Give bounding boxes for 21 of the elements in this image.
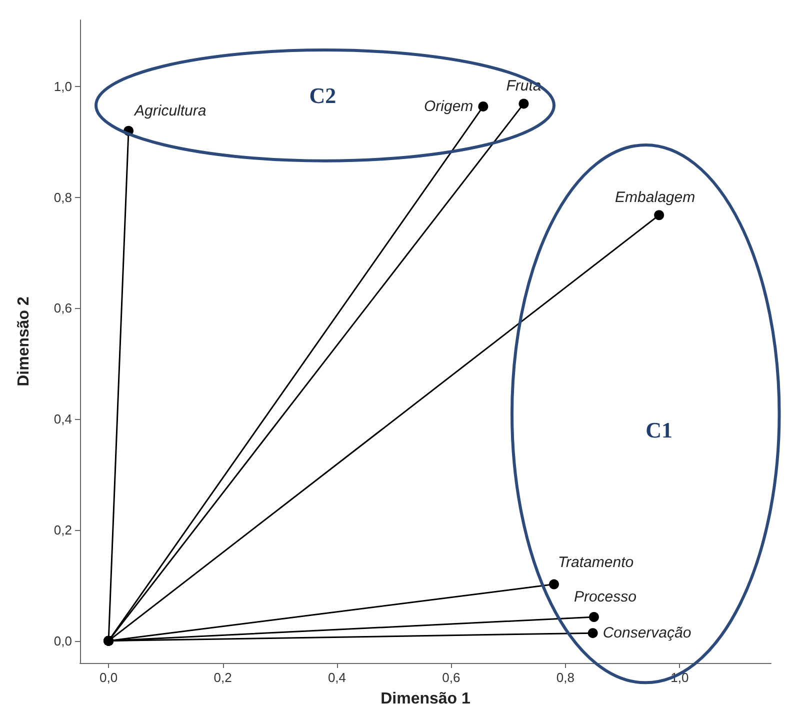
- x-tick-label: 0,6: [442, 670, 460, 685]
- series-label: Origem: [424, 98, 474, 115]
- y-tick-label: 0,8: [54, 190, 72, 205]
- y-tick-label: 0,6: [54, 300, 72, 316]
- x-tick-label: 0,0: [100, 670, 118, 685]
- y-tick-label: 1,0: [54, 79, 72, 94]
- x-tick-label: 0,4: [328, 670, 346, 685]
- y-tick-label: 0,0: [54, 633, 72, 648]
- y-tick-label: 0,4: [54, 412, 72, 427]
- series-label: Embalagem: [615, 189, 696, 206]
- series-label: Processo: [574, 588, 636, 606]
- annotation: C2: [309, 82, 336, 108]
- series-label: Conservação: [602, 624, 692, 642]
- x-tick-label: 0,2: [214, 670, 232, 685]
- x-axis-title: Dimensão 1: [380, 690, 471, 708]
- annotation: C1: [646, 418, 673, 443]
- y-tick-label: 0,2: [54, 522, 72, 538]
- y-axis-title: Dimensão 2: [16, 296, 32, 386]
- series-label: Tratamento: [558, 554, 634, 571]
- series-label: Agricultura: [134, 102, 206, 120]
- x-tick-label: 0,8: [556, 670, 574, 685]
